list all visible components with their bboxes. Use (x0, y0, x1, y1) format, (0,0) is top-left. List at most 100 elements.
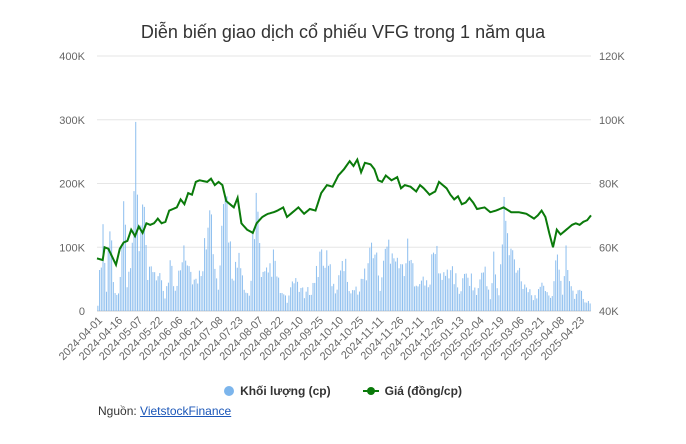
price-line (96, 157, 592, 268)
volume-bar (376, 252, 378, 311)
volume-bar (482, 272, 484, 311)
y-right-tick-label: 60K (599, 242, 619, 254)
volume-bar (155, 280, 157, 311)
volume-bar (272, 249, 274, 311)
volume-bar (252, 233, 254, 311)
volume-bar (302, 287, 304, 311)
volume-bar (279, 293, 281, 311)
volume-bar (186, 265, 188, 311)
volume-bar (513, 259, 515, 311)
volume-bar (369, 247, 371, 311)
volume-bar (372, 258, 374, 311)
volume-bar (303, 298, 305, 311)
volume-bar (255, 192, 257, 311)
volume-bar (587, 300, 589, 311)
legend-item-price[interactable]: Giá (đồng/cp) (362, 384, 462, 398)
volume-bar (333, 283, 335, 311)
volume-bar (565, 245, 567, 311)
source-link[interactable]: VietstockFinance (140, 404, 232, 418)
volume-bar (529, 289, 531, 311)
volume-bar (307, 287, 309, 311)
volume-bar (448, 278, 450, 311)
volume-bar (269, 263, 271, 311)
volume-bar (522, 288, 524, 311)
volume-bar (463, 273, 466, 311)
volume-bar (364, 268, 366, 311)
volume-bar (384, 248, 386, 311)
legend-item-volume[interactable]: Khối lượng (cp) (224, 384, 331, 398)
volume-bar (243, 289, 245, 311)
volume-bar (216, 278, 218, 311)
volume-bar (97, 305, 99, 311)
volume-bar (400, 264, 402, 311)
volume-bar (166, 286, 168, 311)
volume-bar (441, 279, 443, 311)
volume-bar (422, 276, 424, 311)
volume-bar (336, 289, 338, 311)
volume-bar (131, 242, 133, 311)
volume-bar (224, 197, 226, 311)
volume-bar (136, 194, 138, 311)
volume-bar (546, 292, 548, 311)
volume-bar (190, 271, 192, 311)
volume-bar (584, 302, 586, 311)
volume-bar (314, 282, 316, 311)
volume-bar (283, 294, 285, 311)
volume-bar (123, 201, 125, 311)
volume-bar (240, 268, 242, 311)
volume-bar (393, 258, 395, 311)
volume-bar (420, 280, 422, 311)
volume-bar (436, 245, 438, 311)
volume-bar (310, 294, 312, 311)
volume-bar (405, 263, 407, 311)
volume-bar (284, 295, 286, 311)
volume-bar (231, 278, 233, 311)
volume-bar (388, 239, 390, 311)
volume-bar (353, 290, 355, 311)
volume-bar (550, 297, 552, 311)
volume-bar (278, 277, 280, 311)
y-left-tick-label: 400K (59, 51, 85, 63)
volume-bar (512, 250, 514, 311)
volume-bar (481, 272, 483, 311)
volume-bar (107, 247, 109, 311)
volume-bar (524, 284, 526, 311)
volume-bar (154, 272, 156, 311)
volume-bar (537, 289, 540, 311)
volume-bar (551, 296, 553, 311)
volume-bar (434, 254, 436, 311)
volume-bar (114, 293, 116, 311)
volume-bar (293, 283, 295, 311)
volume-bar (291, 281, 293, 311)
y-right-tick-label: 120K (599, 51, 625, 63)
volume-bar (455, 273, 457, 311)
volume-bar (229, 241, 231, 311)
volume-bar (451, 266, 453, 311)
volume-bar (477, 288, 479, 311)
volume-bar (360, 278, 362, 311)
volume-bar (575, 293, 577, 311)
volume-bar (262, 271, 264, 311)
volume-bar (338, 275, 340, 311)
volume-bar (419, 284, 421, 311)
volume-bar (541, 282, 543, 311)
volume-bar (582, 298, 584, 311)
volume-bar (179, 270, 181, 311)
volume-bar (138, 251, 140, 311)
volume-bar (377, 275, 379, 311)
volume-bar (476, 294, 478, 311)
volume-bar (274, 260, 276, 311)
volume-bar (410, 259, 412, 311)
volume-bar (298, 291, 300, 311)
volume-bar (217, 289, 219, 311)
volume-bar (350, 293, 352, 311)
volume-bar (446, 269, 448, 311)
volume-bar (577, 290, 579, 311)
volume-bar (245, 292, 247, 311)
volume-bar (219, 265, 221, 311)
volume-bar (142, 204, 144, 311)
volume-bar (352, 290, 354, 311)
volume-bar (486, 286, 488, 311)
volume-bar (383, 260, 385, 311)
volume-bar (128, 271, 130, 311)
